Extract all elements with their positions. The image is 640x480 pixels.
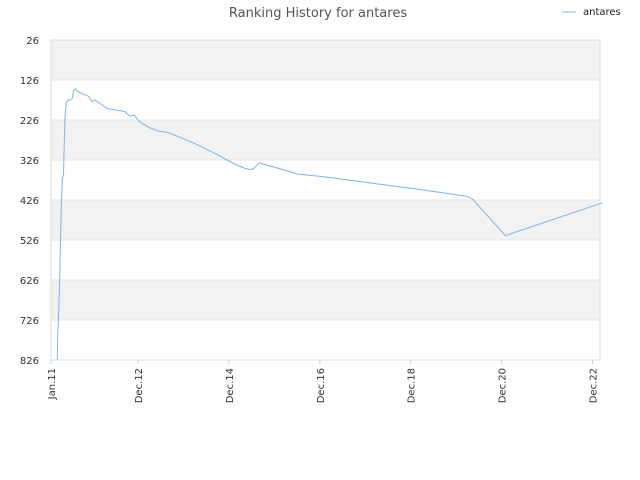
y-tick-label: 826 — [20, 356, 39, 367]
y-tick-label: 626 — [20, 276, 39, 287]
series-layer — [56, 88, 603, 361]
y-tick-label: 26 — [26, 36, 39, 47]
plot-bands — [51, 40, 600, 360]
legend-label: antares — [583, 7, 621, 18]
plot-band — [51, 40, 600, 80]
x-tick-label: Dec.12 — [134, 368, 145, 403]
y-tick-label: 726 — [20, 316, 39, 327]
y-axis: 26 126 226 326 426 526 626 726 826 — [20, 36, 39, 367]
x-tick-label: Dec.16 — [316, 368, 327, 403]
plot-band — [51, 80, 600, 120]
y-tick-label: 126 — [20, 76, 39, 87]
y-tick-label: 226 — [20, 116, 39, 127]
x-tick-label: Jan.11 — [47, 368, 58, 400]
x-tick-label: Dec.14 — [225, 368, 236, 403]
legend: antares — [562, 7, 621, 18]
y-tick-label: 326 — [20, 156, 39, 167]
x-tick-label: Dec.18 — [407, 368, 418, 403]
x-tick-label: Dec.22 — [588, 368, 599, 403]
plot-band — [51, 240, 600, 280]
x-axis: Jan.11 Dec.12 Dec.14 Dec.16 Dec.18 Dec.20 Dec.… — [47, 360, 599, 403]
y-tick-label: 426 — [20, 196, 39, 207]
x-tick-label: Dec.20 — [498, 368, 509, 403]
plot-band — [51, 320, 600, 360]
series-line-antares — [56, 88, 603, 361]
plot-frame — [50, 39, 601, 361]
plot-band — [51, 280, 600, 320]
y-tick-label: 526 — [20, 236, 39, 247]
plot-band — [51, 120, 600, 160]
chart-title: Ranking History for antares — [229, 6, 407, 21]
plot-band — [51, 200, 600, 240]
plot-band — [51, 160, 600, 200]
